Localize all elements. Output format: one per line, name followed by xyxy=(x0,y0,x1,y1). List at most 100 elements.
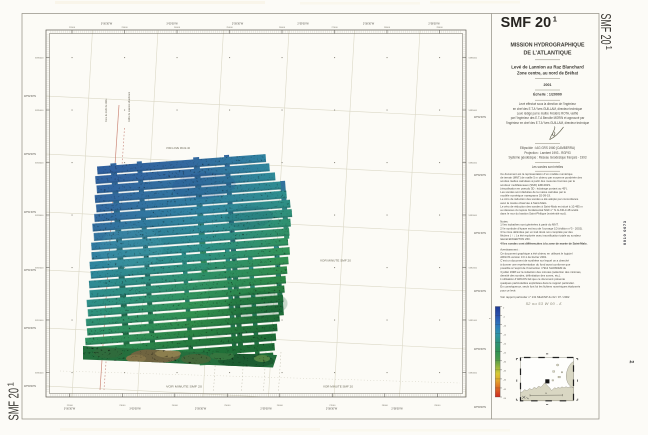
svg-text:5395000: 5395000 xyxy=(469,110,478,112)
svg-text:3°00′00″W: 3°00′00″W xyxy=(166,23,178,26)
svg-text:5392000: 5392000 xyxy=(35,268,44,270)
svg-text:3°00′30″W: 3°00′30″W xyxy=(101,23,113,26)
svg-text:48°52′30″N: 48°52′30″N xyxy=(24,95,36,98)
svg-text:modèle numérique maregrams 02-: modèle numérique maregrams 02-09-19. xyxy=(500,193,551,197)
svg-text:Projection : Lambert 1993 - R: Projection : Lambert 1993 - RGF93 xyxy=(524,151,571,155)
svg-text:(visualisation en pseudo 3D :: (visualisation en pseudo 3D : éclairage … xyxy=(500,186,568,190)
svg-text:3°00′30″W: 3°00′30″W xyxy=(64,408,76,411)
svg-text:5393000: 5393000 xyxy=(35,215,44,217)
svg-text:Échelle : 1/20000: Échelle : 1/20000 xyxy=(533,92,562,97)
svg-text:28000: 28000 xyxy=(384,27,391,29)
svg-text:-25: -25 xyxy=(503,353,507,355)
svg-text:m: m xyxy=(489,318,491,320)
svg-text:50: 50 xyxy=(545,393,547,395)
svg-text:2°58′00″W: 2°58′00″W xyxy=(428,23,440,26)
svg-text:Le zéro de réduction des sonde: Le zéro de réduction des sondes a été ad… xyxy=(500,197,578,201)
svg-text:0: 0 xyxy=(503,307,505,309)
svg-text:3 juillet 1998 sur la rédactio: 3 juillet 1998 sur la rédaction des minu… xyxy=(500,270,581,274)
svg-text:5391000: 5391000 xyxy=(469,320,478,322)
svg-text:48°52′30″N: 48°52′30″N xyxy=(474,116,486,119)
svg-text:Levé rédigé par le maître Fréd: Levé rédigé par le maître Frédéric ROTA,… xyxy=(517,111,579,115)
svg-text:Levé effectué sous la directio: Levé effectué sous la direction de l’Ing… xyxy=(519,102,576,106)
svg-text:avec la marée observée à Saint: avec la marée observée à Saint-Malo. xyxy=(500,201,547,205)
svg-text:sondeur multifaisceaux (SMF) E: sondeur multifaisceaux (SMF) EM1002S. xyxy=(500,183,551,187)
svg-text:2°58′30″W: 2°58′30″W xyxy=(363,23,375,26)
svg-text:25000: 25000 xyxy=(224,405,231,407)
svg-text:-30: -30 xyxy=(503,362,507,364)
svg-text:28000: 28000 xyxy=(382,405,389,407)
svg-text:1: 1 xyxy=(604,46,613,51)
svg-text:-10: -10 xyxy=(503,325,507,327)
svg-text:5393000: 5393000 xyxy=(469,215,478,217)
svg-text:latéral EDGERTON 260.: latéral EDGERTON 260. xyxy=(500,237,530,241)
svg-text:27000: 27000 xyxy=(331,27,338,29)
svg-text:-50: -50 xyxy=(503,398,507,400)
svg-text:-20: -20 xyxy=(503,344,507,346)
svg-text:L’utilisation d’ARGOS fait que: L’utilisation d’ARGOS fait que ce docume… xyxy=(500,277,565,281)
svg-text:5394000: 5394000 xyxy=(469,163,478,165)
svg-text:48°50′00″N: 48°50′00″N xyxy=(24,385,36,388)
svg-text:Les sondes sont déduites de la: Les sondes sont déduites de la marée cal… xyxy=(500,190,566,194)
svg-text:1: 1 xyxy=(628,360,634,365)
svg-text:48°52′00″N: 48°52′00″N xyxy=(24,153,36,156)
svg-text:dans le mur du bastion Saint-P: dans le mur du bastion Saint-Philippe (e… xyxy=(500,211,566,215)
svg-text:quelques particularités explic: quelques particularités explicitées dans… xyxy=(500,281,574,285)
svg-text:Ellipsoïde : IAG GRS 1980 (CAM: Ellipsoïde : IAG GRS 1980 (CAMBERRA) xyxy=(520,146,575,150)
svg-text:3°00′00″W: 3°00′00″W xyxy=(129,408,141,411)
svg-text:3/ la zone délimitée par un tr: 3/ la zone délimitée par un trait tireté… xyxy=(500,230,573,234)
svg-text:2/ le symbole d’épave est issu: 2/ le symbole d’épave est issu de l’ouvr… xyxy=(500,226,583,230)
svg-text:5392000: 5392000 xyxy=(469,268,478,270)
svg-text:25000: 25000 xyxy=(226,27,233,29)
svg-text:2°59′00″W: 2°59′00″W xyxy=(260,408,272,411)
svg-text:DE L’ATLANTIQUE: DE L’ATLANTIQUE xyxy=(524,51,572,57)
svg-text:au dessous du repère fondament: au dessous du repère fondamental NGF n° … xyxy=(500,208,578,212)
svg-text:Ce document graphique a été ob: Ce document graphique a été obtenu en ut… xyxy=(500,251,572,255)
svg-text:VOR MINUTE SMF 20: VOR MINUTE SMF 20 xyxy=(320,260,352,263)
svg-text:5396000: 5396000 xyxy=(469,58,478,60)
svg-text:C’est un document de synthèse: C’est un document de synthèse sur lequel… xyxy=(500,259,569,263)
svg-text:Zone centre, au nord de Bréhat: Zone centre, au nord de Bréhat xyxy=(517,70,578,75)
svg-text:24000: 24000 xyxy=(172,405,179,407)
svg-text:5396000: 5396000 xyxy=(35,58,44,60)
svg-text:48°50′30″N: 48°50′30″N xyxy=(24,327,36,330)
svg-text:48°50′30″N: 48°50′30″N xyxy=(474,348,486,351)
svg-text:5395000: 5395000 xyxy=(35,110,44,112)
svg-text:2°58′00″W: 2°58′00″W xyxy=(391,408,403,411)
svg-text:Notes:: Notes: xyxy=(500,219,508,223)
svg-text:-45: -45 xyxy=(503,389,507,391)
svg-text:1: 1 xyxy=(553,15,557,24)
svg-text:48°51′30″N: 48°51′30″N xyxy=(24,211,36,214)
svg-text:ARGOS version 3.0.1 de février: ARGOS version 3.0.1 de février 2001. xyxy=(500,255,547,259)
svg-text:29000: 29000 xyxy=(434,405,441,407)
svg-text:de terrain (MNT) de maille 5 m: de terrain (MNT) de maille 5 m obtenu pa… xyxy=(500,175,582,179)
svg-text:-5: -5 xyxy=(503,316,506,318)
svg-text:-40: -40 xyxy=(503,380,507,382)
svg-text:par l’Ingénieur des E.T.A Beno: par l’Ingénieur des E.T.A Benoîte MORIN … xyxy=(511,116,585,120)
svg-text:5391000: 5391000 xyxy=(35,320,44,322)
svg-text:à donner une représentation du: à donner une représentation du fond auss… xyxy=(500,262,570,266)
svg-text:48°52′00″N: 48°52′00″N xyxy=(474,174,486,177)
svg-text:flèches ( ↑ ↓ ) a été explor: flèches ( ↑ ↓ ) a été explorée avec inso… xyxy=(500,233,581,237)
svg-text:SMF 20: SMF 20 xyxy=(597,14,614,45)
svg-text:1/ les isobathes sont générées: 1/ les isobathes sont générées à partir … xyxy=(500,223,558,227)
svg-text:2°59′30″W: 2°59′30″W xyxy=(195,408,207,411)
svg-text:SMF 20: SMF 20 xyxy=(501,15,551,31)
svg-text:2001: 2001 xyxy=(544,83,552,87)
svg-text:5390000: 5390000 xyxy=(35,373,44,375)
svg-text:23000: 23000 xyxy=(119,405,126,407)
svg-text:Les sondes sont réelles: Les sondes sont réelles xyxy=(532,165,564,169)
svg-text:29000: 29000 xyxy=(436,27,443,29)
svg-text:5390000: 5390000 xyxy=(469,373,478,375)
svg-text:22000: 22000 xyxy=(69,27,76,29)
svg-text:2°59′00″W: 2°59′00″W xyxy=(297,23,309,26)
svg-text:0010 0073: 0010 0073 xyxy=(623,220,627,245)
svg-text:Voir rapport particulier n° 13: Voir rapport particulier n° 131 MHA/NP d… xyxy=(500,295,570,299)
svg-text:VOR MINUTE SMF 20: VOR MINUTE SMF 20 xyxy=(323,386,354,389)
svg-text:En conséquence, seuls font foi: En conséquence, seuls font foi les fichi… xyxy=(500,284,580,288)
svg-text:4/ les sondes sont différencié: 4/ les sondes sont différenciées à la zo… xyxy=(500,241,587,245)
svg-text:26000: 26000 xyxy=(277,405,284,407)
svg-text:5394000: 5394000 xyxy=(35,163,44,165)
svg-text:1: 1 xyxy=(7,382,16,387)
svg-text:Levé de Lannion au Raz Blancha: Levé de Lannion au Raz Blanchard xyxy=(511,65,584,70)
svg-text:-35: -35 xyxy=(503,371,507,373)
